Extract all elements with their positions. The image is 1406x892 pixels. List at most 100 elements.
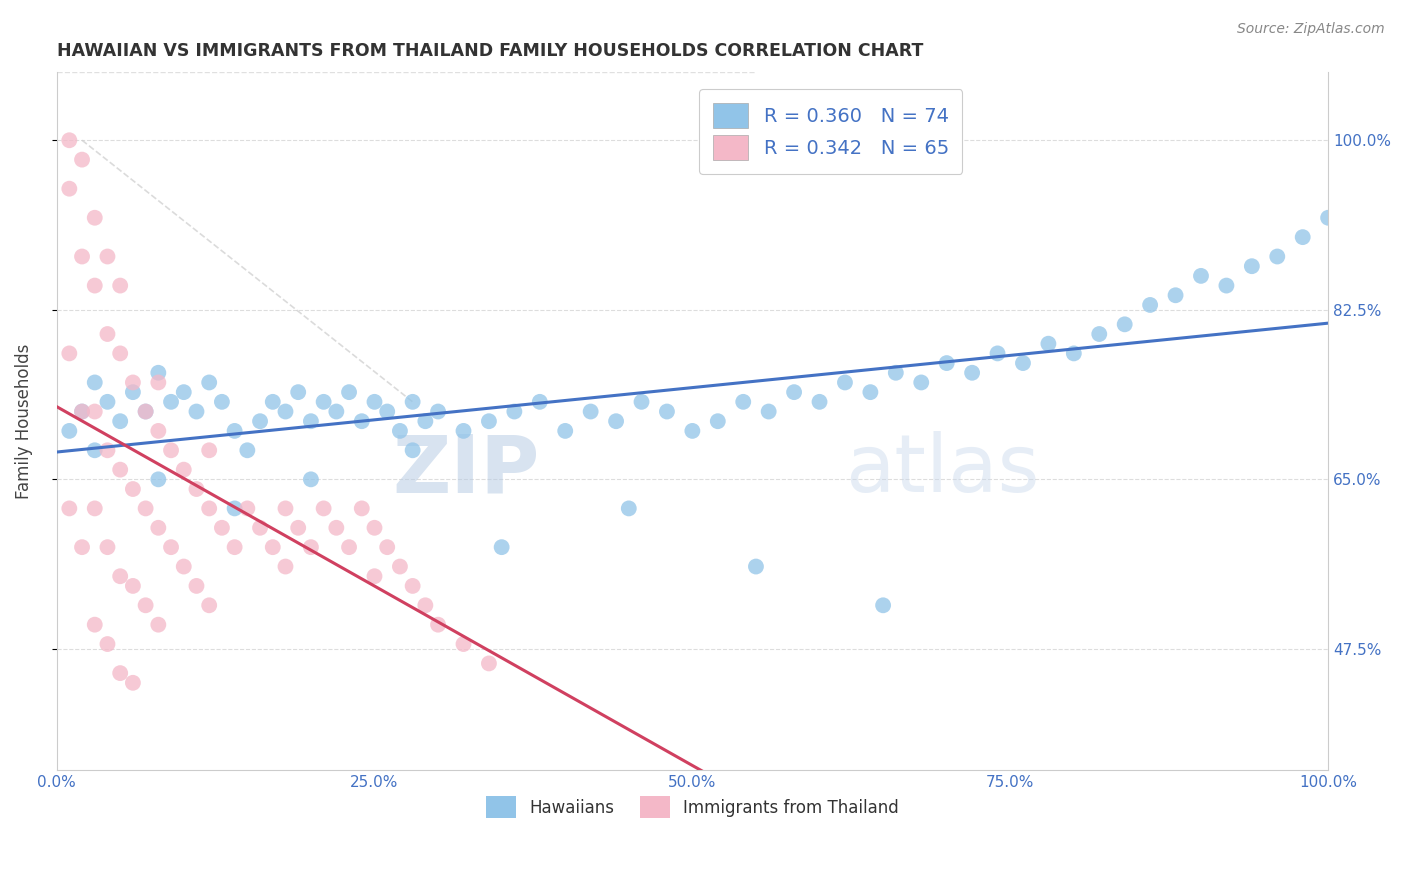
Legend: Hawaiians, Immigrants from Thailand: Hawaiians, Immigrants from Thailand xyxy=(479,789,905,824)
Point xyxy=(707,414,730,428)
Point xyxy=(96,394,118,409)
Point xyxy=(211,394,233,409)
Point xyxy=(83,617,105,632)
Point xyxy=(160,443,183,458)
Point xyxy=(274,501,297,516)
Point xyxy=(236,443,259,458)
Point xyxy=(58,424,80,438)
Point xyxy=(108,414,131,428)
Point xyxy=(96,443,118,458)
Point xyxy=(388,424,411,438)
Point xyxy=(808,394,831,409)
Point xyxy=(236,501,259,516)
Point xyxy=(83,404,105,418)
Point xyxy=(1139,298,1161,312)
Point xyxy=(108,278,131,293)
Point xyxy=(503,404,526,418)
Point xyxy=(287,385,309,400)
Point xyxy=(388,559,411,574)
Point xyxy=(96,540,118,554)
Point xyxy=(135,404,157,418)
Point xyxy=(491,540,513,554)
Point xyxy=(198,376,221,390)
Point xyxy=(186,404,208,418)
Point xyxy=(1240,259,1263,273)
Text: Source: ZipAtlas.com: Source: ZipAtlas.com xyxy=(1237,22,1385,37)
Point xyxy=(122,675,145,690)
Point xyxy=(1038,336,1060,351)
Point xyxy=(312,394,335,409)
Point xyxy=(579,404,602,418)
Point xyxy=(108,346,131,360)
Point xyxy=(478,657,501,671)
Text: HAWAIIAN VS IMMIGRANTS FROM THAILAND FAMILY HOUSEHOLDS CORRELATION CHART: HAWAIIAN VS IMMIGRANTS FROM THAILAND FAM… xyxy=(56,42,922,60)
Point xyxy=(478,414,501,428)
Point xyxy=(363,521,385,535)
Point xyxy=(224,501,246,516)
Point xyxy=(884,366,907,380)
Y-axis label: Family Households: Family Households xyxy=(15,343,32,499)
Point xyxy=(655,404,678,418)
Point xyxy=(325,404,347,418)
Point xyxy=(160,540,183,554)
Point xyxy=(783,385,806,400)
Point xyxy=(135,404,157,418)
Point xyxy=(96,637,118,651)
Point xyxy=(337,385,360,400)
Point xyxy=(1114,318,1136,332)
Point xyxy=(83,501,105,516)
Point xyxy=(1265,250,1288,264)
Point xyxy=(401,443,423,458)
Point xyxy=(83,376,105,390)
Point xyxy=(198,443,221,458)
Point xyxy=(758,404,780,418)
Point xyxy=(186,579,208,593)
Point xyxy=(135,599,157,613)
Point xyxy=(872,599,894,613)
Point xyxy=(745,559,768,574)
Point xyxy=(83,278,105,293)
Point xyxy=(108,666,131,681)
Point xyxy=(160,394,183,409)
Point xyxy=(350,414,373,428)
Point xyxy=(262,394,284,409)
Point xyxy=(148,366,170,380)
Point xyxy=(122,482,145,496)
Point xyxy=(325,521,347,535)
Point xyxy=(186,482,208,496)
Point xyxy=(274,559,297,574)
Text: atlas: atlas xyxy=(845,431,1039,509)
Point xyxy=(1012,356,1035,370)
Point xyxy=(1215,278,1237,293)
Point xyxy=(415,414,437,428)
Point xyxy=(299,540,322,554)
Point xyxy=(363,394,385,409)
Point xyxy=(529,394,551,409)
Point xyxy=(249,414,271,428)
Point xyxy=(401,394,423,409)
Point xyxy=(108,463,131,477)
Point xyxy=(859,385,882,400)
Point xyxy=(605,414,627,428)
Point xyxy=(630,394,652,409)
Point xyxy=(834,376,856,390)
Point xyxy=(122,376,145,390)
Point xyxy=(337,540,360,554)
Point xyxy=(299,472,322,486)
Point xyxy=(427,617,450,632)
Point xyxy=(401,579,423,593)
Point xyxy=(350,501,373,516)
Text: ZIP: ZIP xyxy=(392,431,540,509)
Point xyxy=(96,326,118,341)
Point xyxy=(148,521,170,535)
Point xyxy=(70,540,93,554)
Point xyxy=(58,346,80,360)
Point xyxy=(312,501,335,516)
Point xyxy=(173,385,195,400)
Point xyxy=(173,463,195,477)
Point xyxy=(1317,211,1340,225)
Point xyxy=(681,424,703,438)
Point xyxy=(224,540,246,554)
Point xyxy=(173,559,195,574)
Point xyxy=(58,182,80,196)
